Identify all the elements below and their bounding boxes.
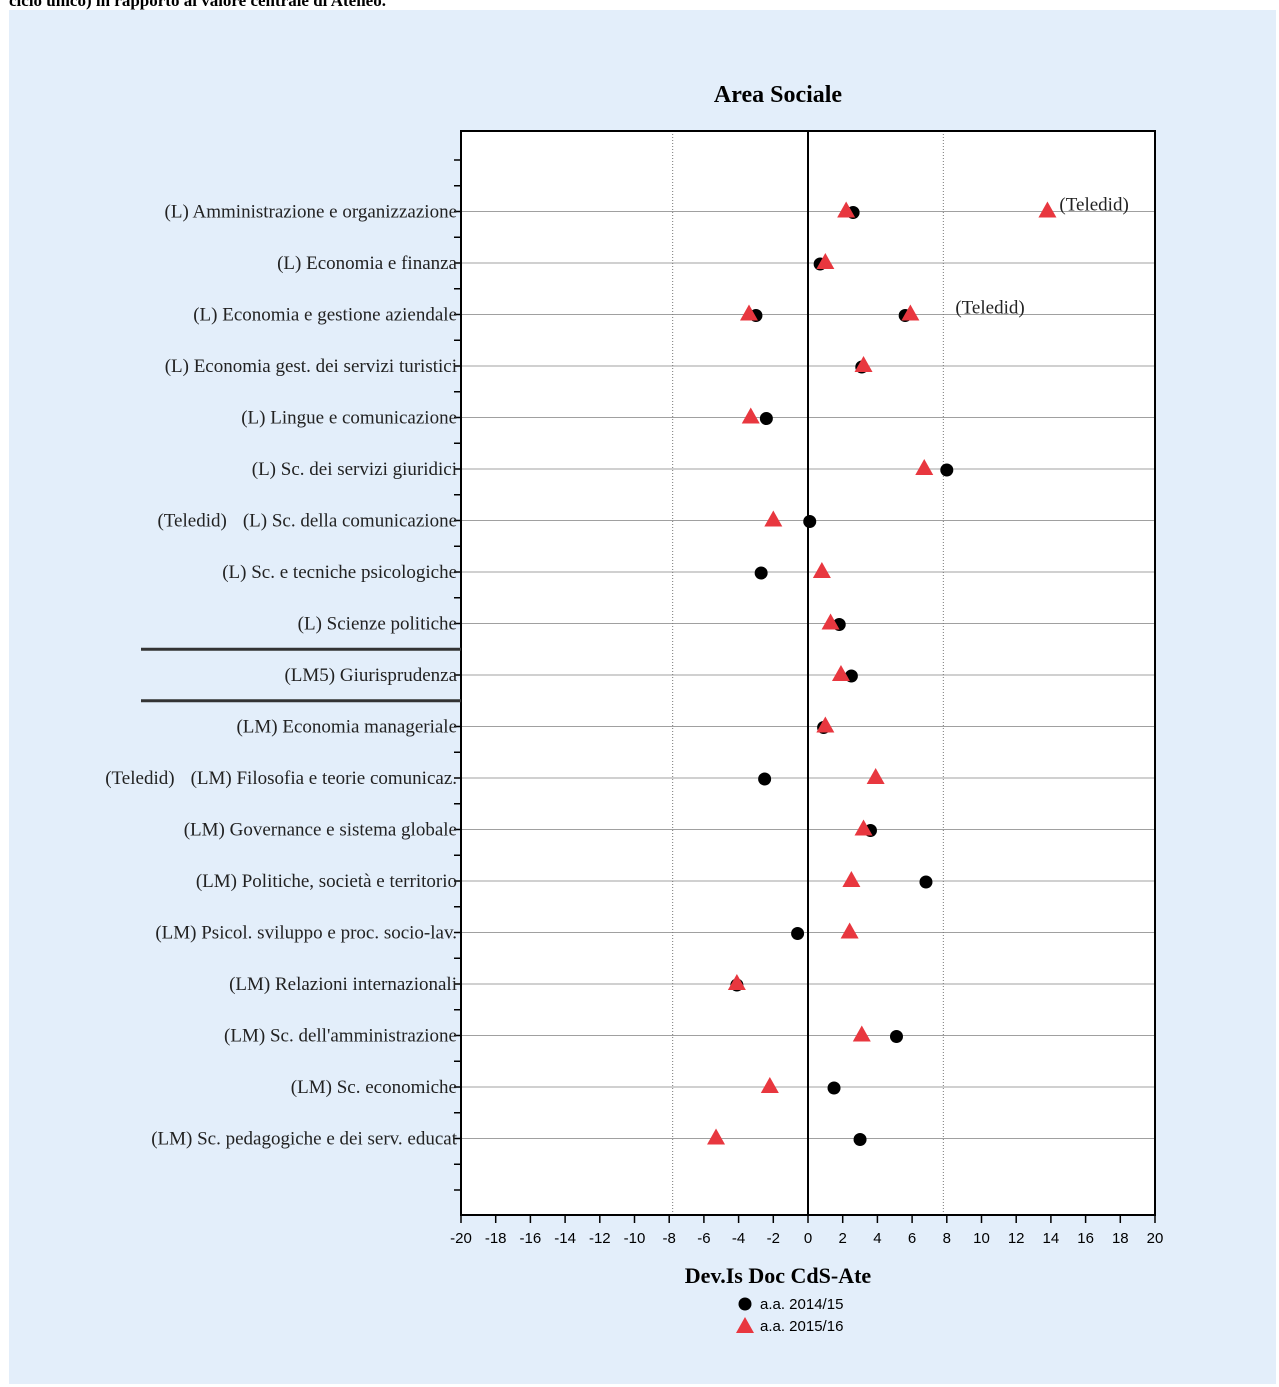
point-2014-15 bbox=[759, 412, 773, 425]
category-label: (LM) Economia manageriale bbox=[236, 717, 457, 738]
category-label: (LM) Sc. pedagogiche e dei serv. educat bbox=[151, 1129, 458, 1150]
x-tick-label: -20 bbox=[450, 1230, 472, 1247]
x-tick-label: 14 bbox=[1043, 1230, 1060, 1247]
point-2014-15 bbox=[827, 1081, 841, 1095]
category-label: (LM) Sc. economiche bbox=[291, 1077, 457, 1098]
category-label: (LM) Governance e sistema globale bbox=[184, 820, 457, 841]
point-2015-16 bbox=[760, 1077, 779, 1093]
legend-marker-2014-15 bbox=[738, 1297, 752, 1311]
category-label: (LM) Relazioni internazionali bbox=[229, 974, 457, 995]
point-2014-15 bbox=[889, 1030, 903, 1043]
x-tick-label: 10 bbox=[973, 1230, 990, 1247]
category-label: (L) Scienze politiche bbox=[298, 614, 457, 635]
x-tick-label: -18 bbox=[485, 1230, 507, 1247]
annotation-teledid: (Teledid) bbox=[105, 768, 174, 789]
annotation-teledid: (Teledid) bbox=[1059, 195, 1128, 216]
legend-marker-2015-16 bbox=[736, 1317, 754, 1333]
annotation-teledid: (Teledid) bbox=[955, 298, 1024, 319]
point-2015-16 bbox=[831, 665, 850, 681]
point-2014-15 bbox=[940, 463, 954, 477]
point-2015-16 bbox=[852, 1025, 871, 1042]
point-2014-15 bbox=[791, 927, 805, 940]
x-tick-label: 0 bbox=[804, 1230, 812, 1247]
point-2015-16 bbox=[866, 768, 885, 784]
point-2015-16 bbox=[854, 819, 873, 836]
x-tick-label: 12 bbox=[1008, 1230, 1025, 1247]
point-2015-16 bbox=[816, 253, 835, 269]
annotation-teledid: (Teledid) bbox=[157, 511, 226, 532]
x-tick-label: -14 bbox=[554, 1230, 576, 1247]
category-label: (L) Economia gest. dei servizi turistici bbox=[165, 356, 457, 377]
point-2014-15 bbox=[754, 566, 768, 580]
point-2015-16 bbox=[901, 304, 920, 321]
point-2015-16 bbox=[812, 562, 831, 578]
category-label: (LM) Politiche, società e territorio bbox=[196, 871, 457, 892]
chart-title: Area Sociale bbox=[714, 82, 843, 108]
category-label: (L) Sc. e tecniche psicologiche bbox=[222, 562, 457, 583]
point-2015-16 bbox=[915, 459, 934, 475]
point-2015-16 bbox=[727, 974, 746, 990]
point-2014-15 bbox=[803, 515, 817, 528]
point-2015-16 bbox=[740, 304, 759, 321]
x-tick-label: -8 bbox=[663, 1230, 676, 1247]
point-2014-15 bbox=[758, 772, 772, 786]
point-2015-16 bbox=[837, 201, 856, 218]
x-tick-label: 4 bbox=[873, 1230, 881, 1247]
point-2015-16 bbox=[741, 407, 760, 424]
category-label: (L) Sc. dei servizi giuridici bbox=[252, 459, 457, 480]
point-2015-16 bbox=[821, 613, 840, 630]
x-tick-label: -2 bbox=[767, 1230, 780, 1247]
point-2015-16 bbox=[764, 510, 783, 527]
x-tick-label: -12 bbox=[589, 1230, 611, 1247]
x-tick-label: 2 bbox=[839, 1230, 847, 1247]
legend-label: a.a. 2014/15 bbox=[760, 1296, 843, 1313]
category-label: (LM5) Giurisprudenza bbox=[284, 665, 457, 686]
legend-label: a.a. 2015/16 bbox=[760, 1318, 843, 1335]
point-2015-16 bbox=[1038, 201, 1057, 218]
x-tick-label: -16 bbox=[520, 1230, 542, 1247]
x-tick-label: 18 bbox=[1112, 1230, 1129, 1247]
category-label: (L) Economia e gestione aziendale bbox=[193, 305, 457, 326]
x-tick-label: -6 bbox=[697, 1230, 710, 1247]
category-label: (LM) Sc. dell'amministrazione bbox=[224, 1026, 457, 1047]
point-2015-16 bbox=[842, 871, 861, 887]
category-label: (L) Sc. della comunicazione bbox=[243, 511, 457, 532]
category-label: (LM) Filosofia e teorie comunicaz. bbox=[191, 768, 457, 789]
point-2015-16 bbox=[707, 1128, 726, 1145]
x-tick-label: 20 bbox=[1147, 1230, 1164, 1247]
x-tick-label: -10 bbox=[624, 1230, 646, 1247]
point-2015-16 bbox=[854, 356, 873, 372]
point-2015-16 bbox=[816, 716, 835, 733]
point-2014-15 bbox=[919, 875, 933, 889]
category-label: (LM) Psicol. sviluppo e proc. socio-lav. bbox=[155, 923, 457, 944]
point-2014-15 bbox=[853, 1133, 867, 1146]
category-label: (L) Lingue e comunicazione bbox=[241, 408, 457, 429]
x-tick-label: -4 bbox=[732, 1230, 745, 1247]
point-2015-16 bbox=[840, 922, 859, 939]
category-label: (L) Amministrazione e organizzazione bbox=[165, 202, 457, 223]
category-label: (L) Economia e finanza bbox=[277, 253, 457, 274]
x-axis-label: Dev.Is Doc CdS-Ate bbox=[685, 1263, 872, 1288]
x-tick-label: 16 bbox=[1077, 1230, 1094, 1247]
x-tick-label: 8 bbox=[943, 1230, 951, 1247]
x-tick-label: 6 bbox=[908, 1230, 916, 1247]
page-header-text: ciclo unico) in rapporto al valore centr… bbox=[9, 0, 386, 10]
